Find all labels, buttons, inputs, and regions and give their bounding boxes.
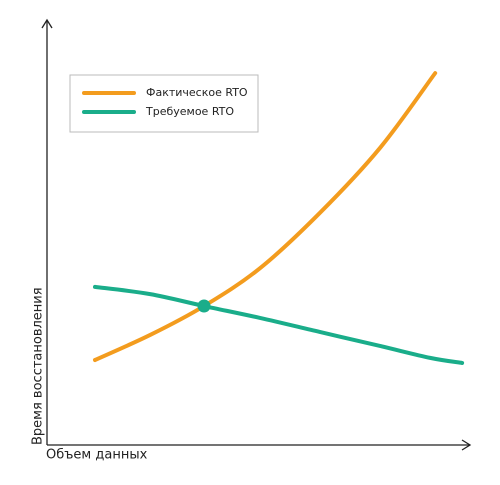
legend-label: Требуемое RTO bbox=[145, 105, 234, 118]
intersection-marker bbox=[197, 299, 211, 313]
line-series bbox=[92, 284, 465, 365]
axes bbox=[41, 18, 472, 451]
y-axis-title: Время восстановления bbox=[31, 287, 46, 445]
line-series bbox=[92, 71, 438, 362]
legend-label: Фактическое RTO bbox=[146, 86, 248, 99]
x-axis-title: Объем данных bbox=[46, 448, 148, 463]
x-axis-arrow bbox=[461, 439, 472, 451]
legend-box bbox=[69, 74, 259, 133]
y-axis-arrow bbox=[41, 18, 53, 29]
